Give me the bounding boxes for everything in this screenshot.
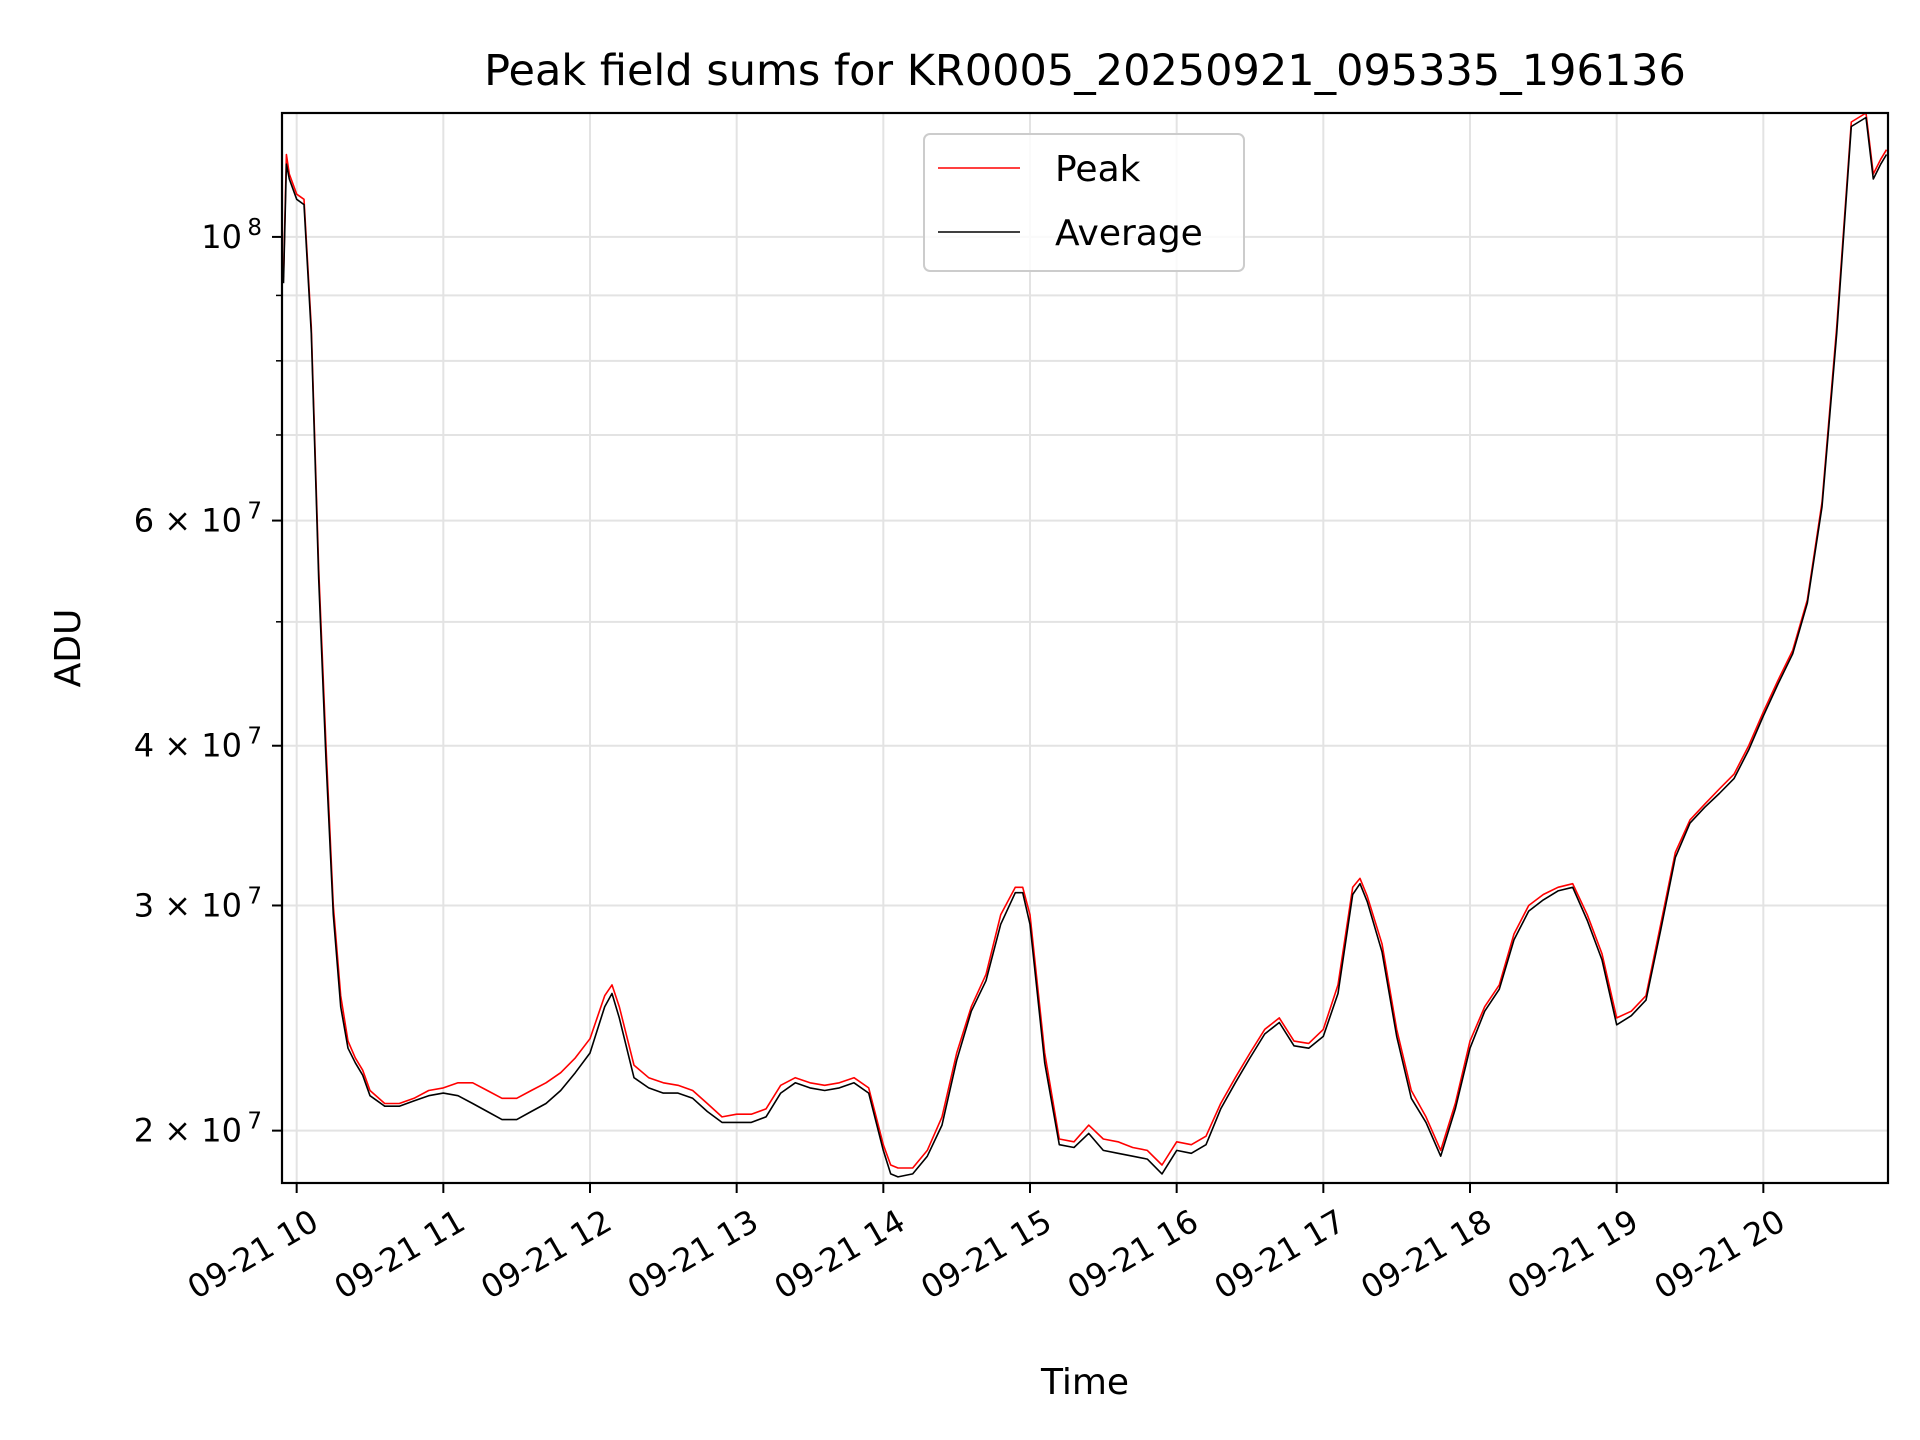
y-tick-label-exponent: 8 <box>247 215 262 241</box>
grid-horizontal-lines <box>282 235 1888 1132</box>
legend-label-peak: Peak <box>1055 149 1141 190</box>
x-axis-label: Time <box>1040 1362 1129 1403</box>
y-tick-label-base: 3 × 10 <box>134 886 242 924</box>
y-tick-label-base: 10 <box>201 218 242 256</box>
series-layer <box>282 112 1888 1178</box>
y-tick-label: 3 × 10 <box>134 886 242 924</box>
y-tick-label-base: 4 × 10 <box>134 727 242 765</box>
y-tick-label: 2 × 10 <box>134 1112 242 1150</box>
series-line-peak <box>282 112 1888 1169</box>
y-tick-label-base: 2 × 10 <box>134 1112 242 1150</box>
y-tick-label: 4 × 10 <box>134 727 242 765</box>
y-tick-label: 10 <box>201 218 242 256</box>
grid-vertical-lines <box>295 113 1765 1183</box>
legend-label-average: Average <box>1055 213 1203 254</box>
y-tick-label-exponent: 7 <box>247 499 262 525</box>
plot-frame <box>280 111 1890 1185</box>
y-tick-label-exponent: 7 <box>247 1109 262 1135</box>
y-tick-label-base: 6 × 10 <box>134 502 242 540</box>
legend: Peak Average <box>923 133 1245 272</box>
y-tick-label: 6 × 10 <box>134 502 242 540</box>
series-line-average <box>282 116 1888 1178</box>
y-tick-label-exponent: 7 <box>247 883 262 909</box>
chart-title: Peak field sums for KR0005_20250921_0953… <box>484 46 1686 96</box>
y-tick-label-exponent: 7 <box>247 724 262 750</box>
y-axis-label: ADU <box>48 609 89 688</box>
